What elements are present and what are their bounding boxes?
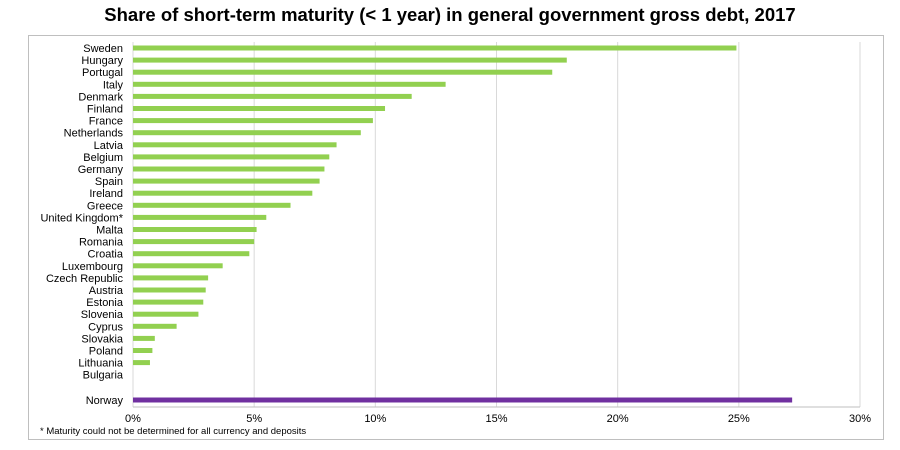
category-label: Denmark [78, 91, 123, 103]
category-label: Austria [89, 285, 124, 297]
category-label: Netherlands [64, 128, 124, 140]
bar [133, 190, 313, 196]
category-label: Greece [87, 200, 123, 212]
category-label: Bulgaria [83, 370, 124, 382]
category-label: Croatia [88, 249, 124, 261]
bar [133, 57, 567, 63]
bar [133, 287, 206, 293]
x-tick-label: 15% [485, 413, 507, 425]
bar [133, 214, 267, 220]
category-label: Belgium [83, 152, 123, 164]
bar [133, 299, 204, 305]
bar [133, 178, 320, 184]
footnote: * Maturity could not be determined for a… [40, 426, 307, 437]
chart-title: Share of short-term maturity (< 1 year) … [104, 4, 796, 25]
bar [133, 239, 255, 245]
category-label: Cyprus [88, 321, 123, 333]
category-label: Luxembourg [62, 261, 123, 273]
bar [133, 227, 257, 232]
category-label: Slovakia [81, 333, 123, 345]
x-tick-label: 30% [849, 413, 871, 425]
category-label: Sweden [83, 43, 123, 55]
bar [133, 263, 223, 269]
category-label: Italy [103, 79, 124, 91]
category-label: United Kingdom* [40, 212, 123, 224]
bar [133, 335, 155, 341]
category-label: Malta [96, 225, 124, 237]
x-tick-label: 5% [246, 413, 262, 425]
category-label: Latvia [94, 140, 124, 152]
category-label: Finland [87, 104, 123, 116]
bar [133, 93, 412, 99]
x-tick-label: 0% [125, 413, 141, 425]
bar [133, 118, 373, 124]
bar [133, 166, 325, 172]
x-tick-label: 25% [728, 413, 750, 425]
bar [133, 130, 361, 136]
category-label: Ireland [89, 188, 123, 200]
category-label: Norway [86, 395, 124, 407]
bar [133, 311, 199, 317]
category-label: Germany [78, 164, 124, 176]
category-label: Spain [95, 176, 123, 188]
bar [133, 106, 386, 111]
category-label: Slovenia [81, 309, 124, 321]
category-label: Hungary [81, 55, 123, 67]
bar [133, 251, 250, 257]
bar [133, 360, 150, 366]
category-label: France [89, 116, 123, 128]
chart-frame [28, 35, 884, 440]
category-label: Czech Republic [46, 273, 124, 285]
bar [133, 142, 337, 148]
bar [133, 81, 446, 87]
bar [133, 154, 330, 160]
bar [133, 69, 553, 75]
bar [133, 45, 737, 51]
category-label: Estonia [86, 297, 124, 309]
bar [133, 202, 291, 208]
category-label: Lithuania [78, 358, 124, 370]
bar-norway [133, 397, 793, 403]
category-label: Poland [89, 346, 123, 358]
category-label: Portugal [82, 67, 123, 79]
bar [133, 275, 209, 281]
bar [133, 348, 153, 353]
bar [133, 323, 177, 329]
category-label: Romania [79, 237, 124, 249]
x-tick-label: 10% [364, 413, 386, 425]
x-tick-label: 20% [607, 413, 629, 425]
